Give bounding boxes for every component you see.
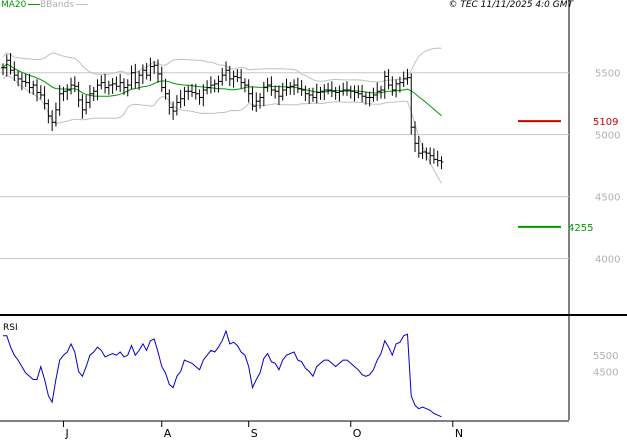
legend-ma20: MA20: [1, 0, 41, 11]
price-axis-tick-label: 5000: [595, 131, 620, 142]
price-axis-tick-label: 4500: [595, 193, 620, 204]
x-axis-month-label: A: [164, 427, 172, 440]
x-axis-month-label: J: [64, 427, 68, 440]
bbands-upper-line: [2, 47, 442, 83]
legend-ma20-label: MA20: [1, 0, 27, 10]
resistance-level-label: 5109: [593, 117, 618, 128]
x-axis-month-label: N: [455, 427, 463, 440]
rsi-axis-tick-label: 5500: [593, 351, 618, 362]
legend-bbands-swatch: [75, 4, 88, 5]
legend-ma20-swatch: [28, 4, 41, 5]
rsi-axis-tick-label: 4500: [593, 367, 618, 378]
legend-bbands-label: BBands: [40, 0, 74, 10]
copyright-timestamp: © TEC 11/11/2025 4:0 GMT: [448, 0, 573, 10]
x-axis-month-label: S: [251, 427, 258, 440]
x-axis-month-label: O: [353, 427, 362, 440]
price-axis-tick-label: 4000: [595, 254, 620, 265]
support-level-label: 4255: [568, 223, 593, 234]
rsi-panel-title: RSI: [3, 323, 18, 333]
rsi-line: [3, 329, 442, 418]
price-axis-tick-label: 5500: [595, 69, 620, 80]
bbands-lower-line: [2, 74, 442, 184]
legend-bbands: BBands: [40, 0, 88, 11]
ma20-line: [2, 63, 442, 117]
